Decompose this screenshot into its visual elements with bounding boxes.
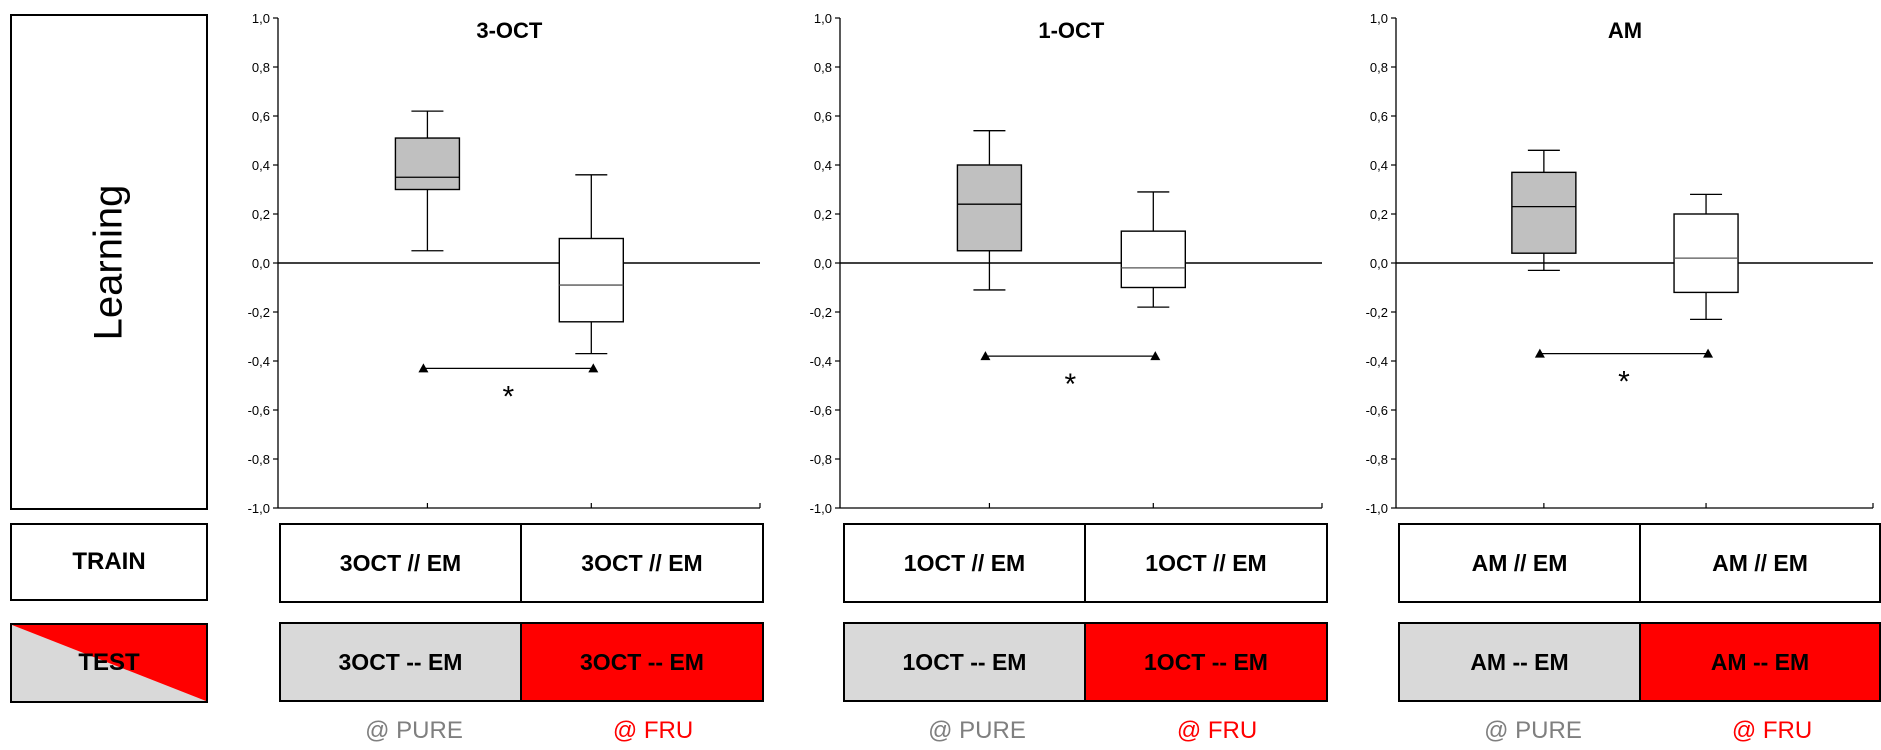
train-label: TRAIN — [72, 548, 146, 575]
y-tick-label: -0,6 — [248, 403, 270, 418]
significance-asterisk: * — [1618, 366, 1630, 399]
train-row-1oct: 1OCT // EM 1OCT // EM — [843, 523, 1328, 603]
significance-arrow-left — [1534, 348, 1545, 358]
y-tick-label: 0,6 — [252, 109, 270, 124]
train-cell-fru: 3OCT // EM — [581, 549, 703, 576]
y-tick-label: -0,4 — [810, 354, 832, 369]
train-label-box: TRAIN — [10, 523, 208, 601]
y-tick-label: -0,8 — [1366, 452, 1388, 467]
box-fru — [558, 174, 624, 355]
test-row-am: AM -- EM AM -- EM — [1398, 622, 1881, 702]
y-tick-label: 0,0 — [814, 256, 832, 271]
chart-3oct: 3-OCT 1,0 0,8 0,6 0,4 0,2 0,0 -0,2 -0,4 -0,6 -0,8 -… — [248, 11, 761, 516]
chart-1oct: 1-OCT 1,0 0,8 0,6 0,4 0,2 0,0 -0,2 -0,4 -0,6 -0,8 -… — [810, 11, 1323, 516]
y-tick-label: 0,6 — [1370, 109, 1388, 124]
train-cell-pure: 3OCT // EM — [281, 525, 522, 601]
y-tick-label: -1,0 — [248, 501, 270, 516]
y-tick-label: 0,6 — [814, 109, 832, 124]
box-pure — [394, 110, 461, 252]
chart-title: AM — [1608, 18, 1642, 43]
train-cell-pure: 1OCT // EM — [845, 525, 1086, 601]
y-tick-label: 0,2 — [814, 207, 832, 222]
test-cell-pure: 3OCT -- EM — [281, 624, 522, 700]
significance-arrow-right — [588, 363, 599, 373]
test-label: TEST — [78, 649, 140, 676]
y-tick-label: 0,8 — [1370, 60, 1388, 75]
y-tick-label: -0,8 — [810, 452, 832, 467]
significance-asterisk: * — [503, 380, 515, 413]
condition-fru-label: @ FRU — [1731, 717, 1813, 744]
condition-pure-label: @ PURE — [365, 717, 463, 744]
significance-arrow-right — [1150, 351, 1161, 361]
train-cell-fru: AM // EM — [1712, 549, 1808, 576]
condition-fru-label: @ FRU — [1176, 717, 1258, 744]
test-diagonal-split — [12, 625, 206, 701]
y-tick-label: 0,4 — [1370, 158, 1388, 173]
box-fru — [1120, 191, 1186, 308]
box-pure — [1511, 149, 1577, 272]
y-tick-label: 0,8 — [814, 60, 832, 75]
ylabel-box: Learning — [10, 14, 208, 510]
y-tick-label: -0,2 — [248, 305, 270, 320]
significance-asterisk: * — [1065, 368, 1077, 401]
y-tick-label: 0,2 — [252, 207, 270, 222]
y-tick-label: 0,8 — [252, 60, 270, 75]
y-tick-label: -0,6 — [1366, 403, 1388, 418]
condition-pure-label: @ PURE — [1484, 717, 1582, 744]
test-cell-fru: 1OCT -- EM — [1086, 624, 1326, 700]
y-tick-label: 0,0 — [1370, 256, 1388, 271]
y-tick-label: -0,8 — [248, 452, 270, 467]
test-red-triangle — [12, 625, 206, 701]
box-iqr — [1673, 213, 1739, 294]
train-row-3oct: 3OCT // EM 3OCT // EM — [279, 523, 764, 603]
significance-arrow-left — [980, 351, 991, 361]
y-tick-label: -1,0 — [1366, 501, 1388, 516]
y-tick-label: -0,4 — [1366, 354, 1388, 369]
chart-am: AM 1,0 0,8 0,6 0,4 0,2 0,0 -0,2 -0,4 -0,6 -0,8 -1,0… — [1366, 11, 1874, 516]
box-iqr — [558, 237, 624, 323]
test-cell-fru: AM -- EM — [1641, 624, 1879, 700]
test-row-3oct: 3OCT -- EM 3OCT -- EM — [279, 622, 764, 702]
test-cell-pure: 1OCT -- EM — [845, 624, 1086, 700]
y-tick-label: 0,4 — [814, 158, 832, 173]
y-tick-label: 0,4 — [252, 158, 270, 173]
chart-title: 1-OCT — [1038, 18, 1105, 43]
y-tick-label: 1,0 — [1370, 11, 1388, 26]
box-fru — [1673, 193, 1739, 321]
box-pure — [956, 130, 1023, 291]
test-label-box: TEST — [10, 623, 208, 703]
y-tick-label: -1,0 — [810, 501, 832, 516]
significance-arrow-left — [418, 363, 429, 373]
box-iqr — [956, 164, 1023, 252]
test-cell-fru: 3OCT -- EM — [522, 624, 762, 700]
test-cell-pure: AM -- EM — [1400, 624, 1641, 700]
condition-pure-label: @ PURE — [928, 717, 1026, 744]
train-cell-fru: 1OCT // EM — [1145, 549, 1267, 576]
y-axis-label: Learning — [86, 184, 131, 340]
train-row-am: AM // EM AM // EM — [1398, 523, 1881, 603]
y-tick-label: -0,2 — [1366, 305, 1388, 320]
test-row-1oct: 1OCT -- EM 1OCT -- EM — [843, 622, 1328, 702]
y-tick-label: 1,0 — [252, 11, 270, 26]
y-tick-label: -0,6 — [810, 403, 832, 418]
y-tick-label: -0,4 — [248, 354, 270, 369]
y-tick-label: 1,0 — [814, 11, 832, 26]
y-tick-label: -0,2 — [810, 305, 832, 320]
significance-arrow-right — [1703, 348, 1714, 358]
box-iqr — [1511, 171, 1577, 254]
train-cell-pure: AM // EM — [1400, 525, 1641, 601]
chart-title: 3-OCT — [476, 18, 543, 43]
y-tick-label: 0,0 — [252, 256, 270, 271]
condition-fru-label: @ FRU — [612, 717, 694, 744]
box-iqr — [1120, 230, 1186, 289]
y-tick-label: 0,2 — [1370, 207, 1388, 222]
box-iqr — [394, 137, 461, 191]
